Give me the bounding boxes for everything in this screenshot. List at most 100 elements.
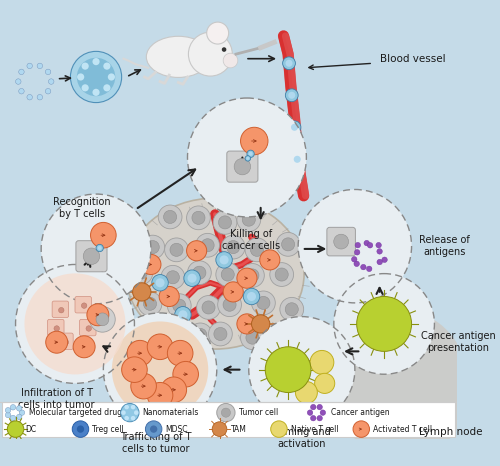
Circle shape: [161, 266, 184, 289]
Circle shape: [192, 211, 205, 224]
Text: MDSC: MDSC: [166, 425, 188, 433]
Circle shape: [294, 156, 301, 163]
Circle shape: [120, 404, 139, 422]
Circle shape: [168, 294, 191, 317]
Circle shape: [6, 412, 11, 418]
Circle shape: [46, 89, 51, 94]
Circle shape: [96, 244, 104, 252]
Circle shape: [310, 350, 334, 374]
Circle shape: [178, 310, 188, 319]
Circle shape: [18, 89, 24, 94]
Circle shape: [150, 425, 158, 433]
Circle shape: [104, 313, 217, 426]
Circle shape: [72, 421, 88, 437]
Circle shape: [18, 69, 24, 75]
Circle shape: [131, 416, 136, 420]
Text: Infiltration of T
cells into tumor: Infiltration of T cells into tumor: [18, 388, 95, 410]
Circle shape: [188, 274, 196, 283]
Circle shape: [164, 210, 176, 224]
Circle shape: [54, 326, 60, 331]
Circle shape: [202, 301, 215, 314]
Circle shape: [286, 89, 298, 102]
Circle shape: [141, 254, 161, 274]
Circle shape: [82, 303, 87, 308]
Circle shape: [246, 269, 259, 282]
Circle shape: [213, 211, 237, 234]
Ellipse shape: [24, 274, 126, 375]
Circle shape: [148, 334, 173, 360]
Circle shape: [98, 246, 102, 250]
Circle shape: [37, 95, 43, 100]
Circle shape: [90, 307, 115, 332]
Circle shape: [245, 156, 250, 161]
Circle shape: [122, 357, 148, 383]
Circle shape: [184, 270, 200, 287]
Circle shape: [124, 405, 129, 409]
Circle shape: [131, 405, 136, 409]
Circle shape: [245, 238, 269, 262]
Circle shape: [134, 266, 147, 279]
Circle shape: [164, 238, 188, 262]
Circle shape: [70, 51, 122, 103]
Circle shape: [317, 404, 322, 410]
Circle shape: [216, 252, 232, 268]
Circle shape: [308, 410, 313, 415]
Circle shape: [216, 263, 240, 287]
Circle shape: [121, 411, 126, 415]
Circle shape: [226, 240, 240, 254]
Text: Native T cell: Native T cell: [291, 425, 339, 433]
Circle shape: [27, 63, 32, 69]
Circle shape: [240, 127, 268, 155]
Circle shape: [270, 421, 287, 437]
Circle shape: [223, 53, 238, 68]
Circle shape: [275, 268, 288, 281]
Circle shape: [276, 233, 300, 256]
Circle shape: [208, 322, 233, 346]
Text: Treg cell: Treg cell: [92, 425, 124, 433]
Circle shape: [354, 250, 360, 255]
Circle shape: [249, 316, 355, 423]
Circle shape: [172, 299, 186, 312]
Circle shape: [234, 158, 250, 175]
Circle shape: [252, 315, 270, 333]
Circle shape: [214, 328, 227, 341]
Circle shape: [82, 62, 89, 70]
Circle shape: [16, 414, 22, 420]
Circle shape: [132, 283, 151, 301]
Circle shape: [138, 292, 162, 315]
Circle shape: [141, 235, 165, 259]
FancyBboxPatch shape: [48, 319, 64, 336]
Text: Priming and
activation: Priming and activation: [272, 427, 331, 449]
Text: Trafficking of T
cells to tumor: Trafficking of T cells to tumor: [120, 432, 191, 453]
Circle shape: [86, 326, 92, 331]
Ellipse shape: [146, 36, 210, 77]
Ellipse shape: [336, 311, 468, 461]
Circle shape: [194, 329, 207, 342]
Circle shape: [77, 58, 115, 96]
Circle shape: [265, 347, 311, 392]
Circle shape: [90, 222, 116, 248]
Circle shape: [310, 404, 316, 410]
Circle shape: [222, 408, 230, 417]
Circle shape: [250, 243, 264, 256]
Circle shape: [10, 404, 16, 410]
Circle shape: [166, 271, 179, 284]
Circle shape: [382, 257, 388, 262]
Circle shape: [237, 314, 257, 334]
Circle shape: [188, 32, 232, 76]
Circle shape: [376, 242, 382, 248]
Circle shape: [282, 57, 296, 69]
Circle shape: [288, 92, 296, 99]
Circle shape: [127, 340, 152, 366]
Circle shape: [366, 266, 372, 272]
FancyBboxPatch shape: [327, 227, 356, 256]
Circle shape: [260, 250, 280, 270]
Circle shape: [222, 47, 226, 52]
Circle shape: [244, 288, 260, 305]
Circle shape: [285, 303, 298, 316]
Text: Lymph node: Lymph node: [419, 427, 482, 437]
FancyBboxPatch shape: [75, 296, 92, 313]
Circle shape: [240, 264, 264, 288]
Circle shape: [63, 339, 68, 345]
Circle shape: [270, 263, 293, 287]
